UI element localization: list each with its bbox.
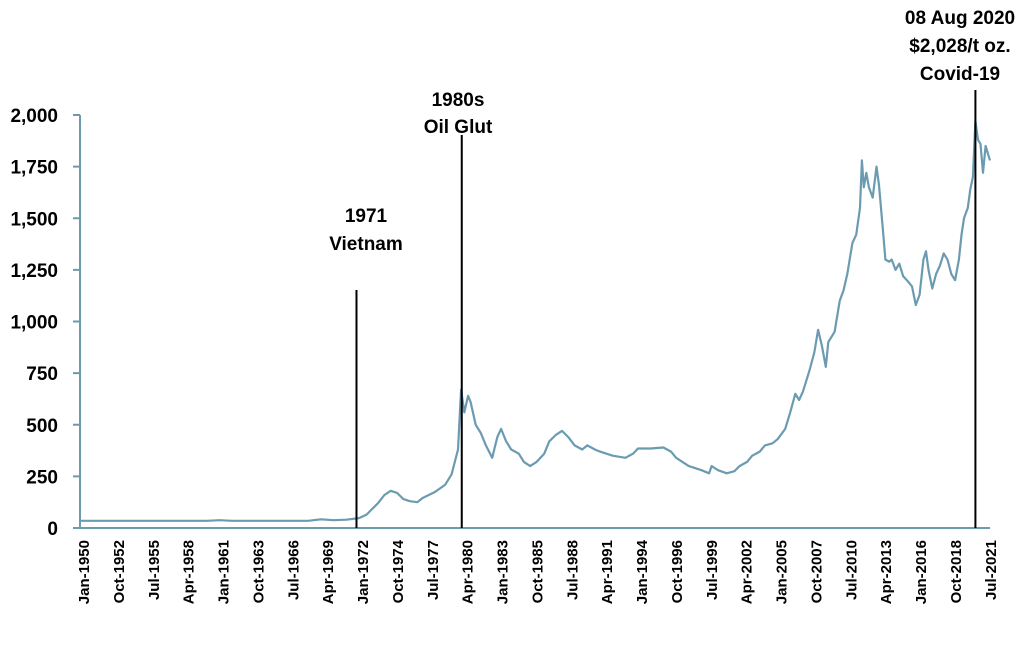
y-tick-label: 1,750	[10, 158, 58, 179]
y-tick-label: 500	[26, 416, 58, 437]
x-tick-label: Jul-1988	[564, 540, 581, 600]
axes	[79, 115, 990, 529]
annotation-label: Covid-19	[920, 64, 1000, 85]
y-tick-label: 250	[26, 467, 58, 488]
x-tick-label: Apr-1958	[181, 540, 198, 604]
annotation-label: 1980s	[432, 90, 485, 111]
x-tick-label: Jan-1972	[355, 540, 372, 604]
x-tick-label: Jul-2021	[983, 540, 1000, 600]
y-tick-label: 1,500	[10, 209, 58, 230]
y-ticks: 0 250 500 750 1,000 1,250 1,500 1,750 2,000	[10, 106, 80, 540]
annotation-label: 1971	[345, 206, 388, 227]
annotation-label: Vietnam	[329, 234, 403, 255]
y-tick-label: 1,250	[10, 261, 58, 282]
x-tick-label: Jul-1999	[704, 540, 721, 600]
x-tick-label: Jan-1950	[76, 540, 93, 604]
x-tick-label: Oct-1974	[390, 539, 407, 603]
y-tick-label: 750	[26, 364, 58, 385]
x-tick-label: Jan-1983	[495, 540, 512, 604]
x-tick-label: Oct-1952	[111, 540, 128, 603]
annotations: 1971 Vietnam 1980s Oil Glut 08 Aug 2020 $2,02…	[329, 8, 1015, 528]
x-ticks: Jan-1950 Oct-1952 Jul-1955 Apr-1958 Jan-1961…	[76, 539, 1000, 604]
x-tick-label: Apr-1969	[320, 540, 337, 604]
x-tick-label: Apr-2013	[878, 540, 895, 604]
x-tick-label: Jul-1966	[285, 540, 302, 600]
annotation-label: Oil Glut	[424, 117, 493, 138]
y-tick-label: 1,000	[10, 313, 58, 334]
y-tick-label: 0	[47, 519, 58, 540]
x-tick-label: Oct-1963	[250, 540, 267, 603]
annotation-label: $2,028/t oz.	[909, 36, 1010, 57]
x-tick-label: Apr-2002	[739, 540, 756, 604]
x-tick-label: Jul-1955	[146, 540, 163, 600]
x-tick-label: Jan-2005	[774, 540, 791, 604]
x-tick-label: Jan-1994	[634, 539, 651, 604]
x-tick-label: Apr-1980	[460, 540, 477, 604]
annotation-label: 08 Aug 2020	[905, 8, 1015, 29]
x-tick-label: Jul-2010	[843, 540, 860, 600]
x-tick-label: Apr-1991	[599, 540, 616, 604]
x-tick-label: Jan-1961	[216, 540, 233, 604]
x-tick-label: Oct-2018	[948, 540, 965, 603]
x-tick-label: Jan-2016	[913, 540, 930, 604]
series-line	[80, 120, 992, 522]
x-tick-label: Oct-2007	[808, 540, 825, 603]
y-tick-label: 2,000	[10, 106, 58, 127]
x-tick-label: Oct-1985	[529, 540, 546, 603]
x-tick-label: Jul-1977	[425, 540, 442, 600]
x-tick-label: Oct-1996	[669, 540, 686, 603]
